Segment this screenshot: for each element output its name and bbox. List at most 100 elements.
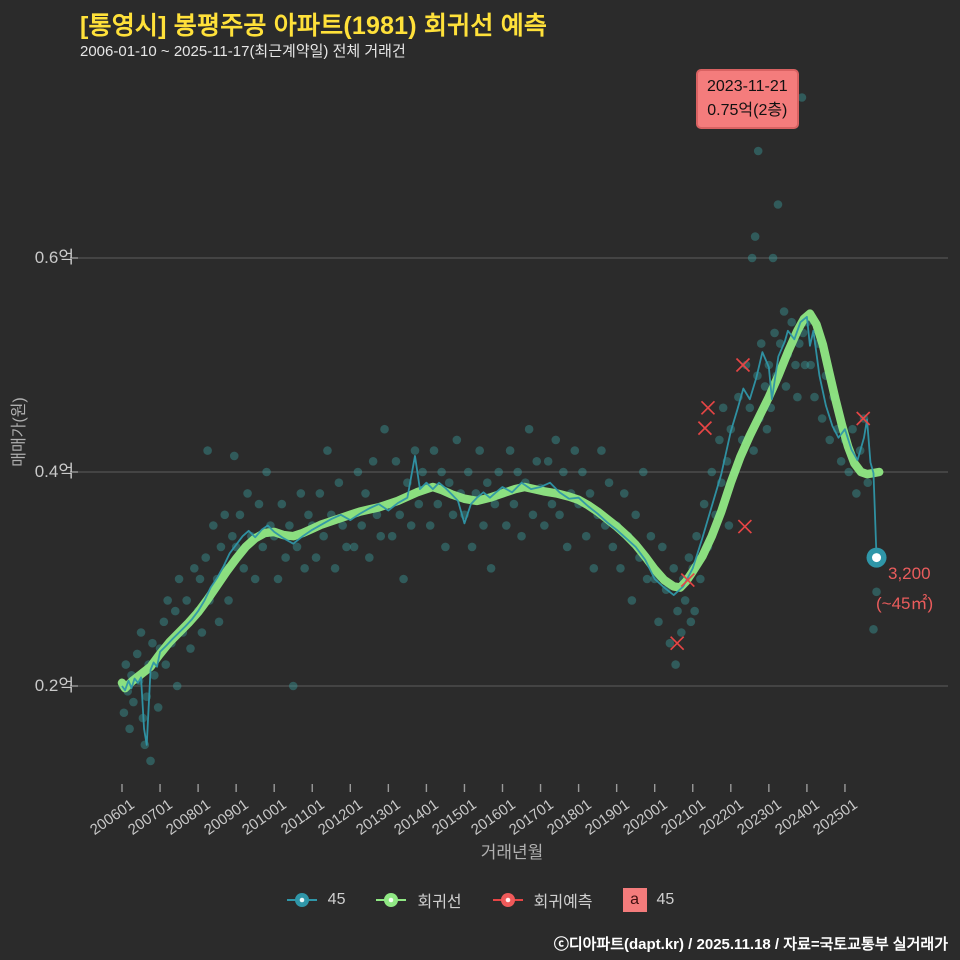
scatter-point [357, 521, 367, 530]
scatter-point [528, 510, 538, 520]
scatter-point [448, 510, 458, 520]
scatter-point [852, 489, 861, 498]
scatter-point [258, 542, 268, 552]
scatter-point [562, 542, 572, 552]
legend-item-prediction: 회귀예측 [492, 888, 593, 912]
scatter-point [741, 360, 751, 370]
scatter-point [475, 446, 484, 455]
scatter-point [288, 681, 298, 691]
tooltip-date: 2023-11-21 [707, 78, 788, 95]
scatter-point [140, 740, 150, 750]
scatter-point [132, 649, 142, 659]
scatter-point [300, 564, 309, 573]
scatter-point [125, 724, 134, 734]
scatter-point [585, 489, 595, 498]
y-axis-title: 매매가(원) [11, 397, 28, 467]
scatter-point [214, 617, 224, 627]
page-title: [통영시] 봉평주공 아파트(1981) 회귀선 예측 [80, 12, 548, 40]
scatter-point [262, 467, 271, 477]
y-tick-label: 0.2억 [34, 676, 74, 695]
scatter-point [273, 574, 283, 584]
scatter-point [203, 446, 212, 455]
scatter-point [399, 574, 408, 584]
legend-label: 45 [327, 891, 346, 908]
scatter-point [547, 499, 557, 509]
scatter-point [319, 531, 328, 541]
y-tick-label: 0.4억 [34, 462, 74, 481]
legend-item-45: 45 [286, 890, 346, 910]
scatter-point [353, 467, 363, 477]
scatter-point [195, 574, 205, 584]
scatter-point [452, 435, 462, 445]
scatter-point [753, 146, 763, 156]
scatter-point [250, 574, 260, 584]
scatter-point [235, 510, 245, 520]
regression-line [117, 309, 884, 693]
scatter-point [425, 521, 435, 530]
scatter-point [387, 531, 397, 541]
prediction-x-marker [670, 636, 685, 651]
copyright-footer: ⓒ디아파트(dapt.kr) / 2025.11.18 / 자료=국토교통부 실… [553, 936, 948, 953]
scatter-point [220, 510, 230, 520]
scatter-point [119, 708, 129, 718]
scatter-point [486, 564, 496, 573]
scatter-point [334, 478, 344, 488]
scatter-point [342, 542, 351, 552]
scatter-point [781, 382, 791, 391]
scatter-point [690, 606, 699, 616]
scatter-point [793, 392, 802, 402]
scatter-point [161, 660, 171, 669]
scatter-point [517, 531, 526, 541]
prediction-x-marker [735, 357, 751, 373]
scatter-point [406, 521, 416, 530]
scatter-point [471, 489, 481, 498]
scatter-point [380, 424, 389, 434]
scatter-point [376, 531, 386, 541]
scatter-point [395, 510, 405, 520]
scatter-point [715, 435, 724, 445]
scatter-point [524, 424, 534, 434]
scatter-point [418, 467, 427, 477]
scatter-point [163, 596, 172, 605]
scatter-point [768, 253, 778, 263]
scatter-point [749, 446, 758, 455]
scatter-point [597, 446, 606, 455]
scatter-point [129, 697, 138, 707]
scatter-point [543, 457, 553, 466]
scatter-point [311, 553, 321, 562]
green-dot-icon [376, 893, 407, 907]
teal-dot-icon [286, 893, 317, 907]
scatter-point [750, 232, 760, 241]
scatter-point [532, 457, 542, 466]
scatter-point [266, 521, 275, 530]
annotation-box-icon: a [622, 888, 647, 912]
scatter-point [863, 478, 873, 488]
prediction-x-marker [697, 421, 713, 436]
scatter-point [699, 499, 709, 509]
scatter-point [239, 564, 249, 573]
scatter-point [479, 521, 488, 530]
scatter-point [304, 510, 313, 520]
scatter-point [201, 553, 211, 562]
scatter-point [361, 489, 370, 498]
scatter-point [391, 457, 401, 466]
scatter-point [174, 574, 184, 584]
scatter-point [707, 467, 717, 477]
scatter-point [513, 467, 523, 477]
scatter-point [692, 531, 701, 541]
scatter-point [368, 457, 378, 466]
scatter-point [638, 467, 648, 477]
last-price-annotation: 3,200 [888, 564, 931, 583]
scatter-point [619, 489, 629, 498]
scatter-point [170, 606, 180, 616]
scatter-point [581, 531, 591, 541]
scatter-point [243, 489, 252, 498]
scatter-point [540, 521, 549, 530]
legend-label: 회귀예측 [533, 894, 593, 911]
scatter-point [791, 360, 800, 370]
scatter-point [747, 253, 757, 263]
scatter-point [760, 382, 770, 391]
scatter-point [654, 617, 663, 627]
scatter-point [773, 200, 783, 209]
scatter-point [292, 542, 302, 552]
